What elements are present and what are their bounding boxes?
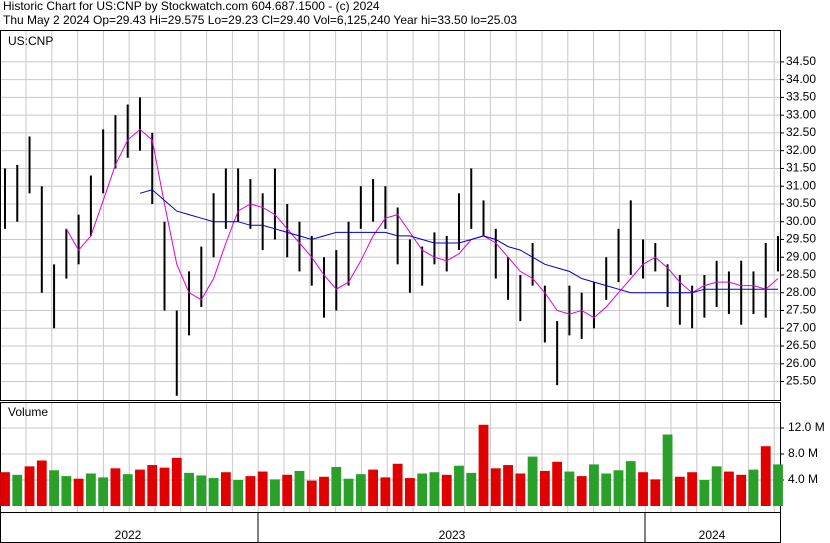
y-tick-label: 29.50 bbox=[786, 232, 816, 246]
volume-bar bbox=[404, 478, 415, 506]
y-tick-label: 32.50 bbox=[786, 125, 816, 139]
volume-bar bbox=[73, 478, 84, 506]
volume-bar bbox=[392, 463, 403, 506]
volume-bar bbox=[552, 461, 563, 506]
volume-bar bbox=[478, 424, 489, 506]
volume-bar bbox=[601, 473, 612, 506]
y-tick-label: 8.0 M bbox=[788, 446, 818, 460]
x-axis-label: 2022 bbox=[115, 528, 142, 542]
y-tick-label: 26.00 bbox=[786, 356, 816, 370]
volume-bar bbox=[576, 476, 587, 506]
volume-bar bbox=[0, 472, 10, 506]
volume-bar bbox=[687, 472, 698, 506]
grid bbox=[1, 31, 780, 512]
y-tick-label: 31.00 bbox=[786, 178, 816, 192]
volume-bar bbox=[417, 473, 428, 506]
x-axis-label: 2024 bbox=[699, 528, 726, 542]
volume-bar bbox=[245, 476, 256, 506]
volume-bar bbox=[368, 469, 379, 506]
y-tick-label: 27.50 bbox=[786, 303, 816, 317]
volume-bar bbox=[12, 474, 23, 506]
volume-bar bbox=[650, 479, 661, 506]
volume-bar bbox=[85, 473, 96, 506]
y-tick-label: 25.50 bbox=[786, 374, 816, 388]
volume-bar bbox=[184, 472, 194, 506]
x-axis-label: 2023 bbox=[439, 528, 466, 542]
y-tick-label: 12.0 M bbox=[788, 420, 825, 434]
volume-bar bbox=[380, 477, 391, 506]
volume-bar bbox=[441, 474, 452, 506]
volume-bar bbox=[539, 470, 550, 506]
y-tick-label: 33.00 bbox=[786, 107, 816, 121]
y-tick-label: 31.50 bbox=[786, 161, 816, 175]
volume-bar bbox=[49, 470, 59, 506]
volume-bar bbox=[122, 474, 133, 506]
volume-bar bbox=[711, 466, 722, 506]
volume-bar bbox=[147, 465, 158, 506]
volume-bar bbox=[135, 469, 145, 506]
volume-bar bbox=[233, 480, 244, 506]
price-panel bbox=[0, 30, 781, 401]
y-tick-label: 32.00 bbox=[786, 143, 816, 157]
y-tick-label: 27.00 bbox=[786, 320, 816, 334]
volume-bar bbox=[466, 472, 477, 506]
volume-bar bbox=[662, 434, 673, 506]
volume-bar bbox=[306, 480, 317, 506]
y-tick-label: 28.00 bbox=[786, 285, 816, 299]
y-tick-label: 28.50 bbox=[786, 267, 816, 281]
y-tick-label: 4.0 M bbox=[788, 472, 818, 486]
y-tick-label: 30.00 bbox=[786, 214, 816, 228]
volume-bar bbox=[355, 474, 366, 506]
volume-bar bbox=[773, 464, 783, 506]
volume-bar bbox=[748, 469, 759, 506]
y-tick-label: 34.50 bbox=[786, 54, 816, 68]
chart-title: Historic Chart for US:CNP by Stockwatch.… bbox=[3, 0, 380, 13]
volume-bar bbox=[724, 471, 734, 506]
volume-bar bbox=[36, 460, 47, 506]
volume-bar bbox=[220, 472, 231, 506]
volume-bar bbox=[527, 456, 538, 506]
volume-bar bbox=[110, 468, 121, 506]
volume-bar bbox=[613, 470, 624, 506]
symbol-label: US:CNP bbox=[8, 34, 53, 48]
volume-bar bbox=[454, 465, 464, 506]
volume-label: Volume bbox=[8, 405, 48, 419]
y-tick-label: 34.00 bbox=[786, 72, 816, 86]
volume-bar bbox=[208, 478, 219, 506]
volume-bar bbox=[270, 479, 280, 506]
y-tick-label: 30.50 bbox=[786, 196, 816, 210]
volume-bar bbox=[699, 480, 710, 506]
volume-bar bbox=[625, 461, 636, 506]
volume-bar bbox=[159, 467, 170, 506]
volume-bar bbox=[589, 464, 599, 506]
volume-bar bbox=[294, 470, 305, 506]
volume-bar bbox=[171, 457, 182, 506]
volume-bar bbox=[564, 471, 575, 506]
volume-bar bbox=[61, 476, 72, 506]
volume-bar bbox=[196, 475, 207, 506]
volume-bar bbox=[503, 465, 513, 506]
volume-bar bbox=[736, 474, 747, 506]
volume-bar bbox=[638, 472, 648, 506]
volume-bar bbox=[319, 476, 329, 506]
volume-bar bbox=[429, 472, 440, 506]
volume-bar bbox=[257, 471, 268, 506]
volume-bar bbox=[674, 476, 685, 506]
moving-average-line bbox=[139, 189, 778, 294]
volume-bar bbox=[490, 468, 501, 506]
volume-bar bbox=[515, 473, 526, 506]
y-tick-label: 29.00 bbox=[786, 249, 816, 263]
moving-average-line bbox=[65, 128, 779, 319]
y-tick-label: 26.50 bbox=[786, 338, 816, 352]
y-tick-label: 33.50 bbox=[786, 90, 816, 104]
volume-bar bbox=[282, 474, 293, 506]
chart-subtitle: Thu May 2 2024 Op=29.43 Hi=29.575 Lo=29.… bbox=[3, 13, 517, 27]
volume-bar bbox=[24, 466, 35, 506]
volume-bar bbox=[760, 446, 771, 506]
volume-bar bbox=[343, 478, 354, 506]
volume-bar bbox=[98, 477, 109, 506]
volume-bar bbox=[331, 467, 342, 506]
